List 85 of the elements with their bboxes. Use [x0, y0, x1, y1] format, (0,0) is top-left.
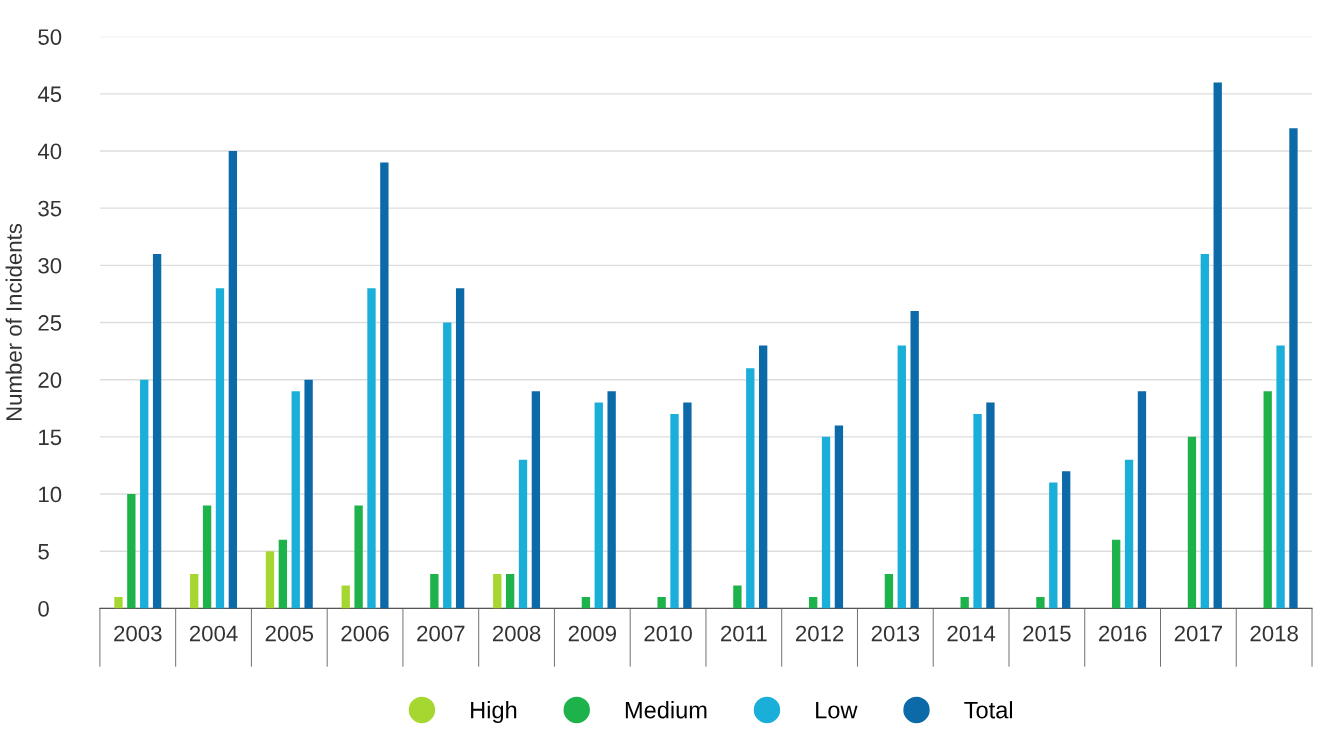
bar [986, 402, 995, 609]
bar [202, 505, 212, 609]
bar [1124, 459, 1134, 609]
y-tick-label: 5 [38, 543, 49, 560]
bar [354, 505, 363, 609]
bar [683, 402, 692, 609]
y-tick-label: 35 [38, 200, 62, 217]
bar [493, 574, 502, 609]
x-tick-label: 2007 [417, 625, 465, 642]
y-axis-title: Number of Incidents [5, 223, 22, 421]
bar [1276, 345, 1285, 609]
bar [746, 368, 755, 609]
x-tick-label: 2003 [114, 625, 162, 642]
x-tick-label: 2013 [871, 625, 920, 642]
y-tick-label: 0 [38, 600, 49, 617]
y-tick-label: 50 [38, 29, 62, 45]
bar [670, 414, 679, 609]
bar [215, 288, 225, 609]
bar [152, 253, 162, 609]
bar [518, 459, 528, 609]
bar [291, 391, 300, 609]
bar [884, 574, 894, 609]
bar [733, 585, 742, 609]
bar [114, 596, 123, 609]
x-tick-label: 2010 [644, 625, 692, 642]
legend-label: Medium [625, 701, 707, 719]
bar [505, 574, 515, 609]
bar [1062, 471, 1071, 609]
bar [1213, 82, 1222, 609]
x-tick-label: 2015 [1023, 625, 1071, 642]
bar [304, 379, 313, 609]
bar [1289, 128, 1298, 609]
y-tick-label: 30 [38, 257, 62, 274]
bar [341, 585, 350, 609]
bar [758, 345, 768, 609]
x-tick-label: 2005 [265, 625, 314, 642]
bar [973, 414, 982, 609]
x-tick-label: 2011 [721, 625, 767, 642]
bar [1036, 596, 1045, 609]
bar [821, 436, 831, 609]
x-tick-label: 2008 [492, 625, 541, 642]
bar [455, 288, 465, 609]
bar [380, 162, 389, 609]
x-tick-label: 2006 [341, 625, 389, 642]
bar [531, 391, 541, 609]
bar [443, 322, 452, 609]
bar [1049, 482, 1058, 609]
bar [127, 494, 136, 609]
bar [278, 539, 288, 609]
legend-label: Low [816, 701, 858, 719]
bar [657, 596, 666, 609]
y-tick-label: 15 [39, 429, 62, 446]
bar [910, 311, 919, 609]
bar [190, 574, 199, 609]
legend-label: High [471, 701, 517, 724]
bar [960, 596, 969, 609]
bar [1112, 539, 1121, 609]
bar [1263, 391, 1272, 609]
y-tick-label: 40 [37, 143, 62, 160]
x-tick-label: 2009 [568, 625, 616, 642]
y-tick-label: 25 [38, 315, 62, 331]
legend-label: Total [964, 701, 1013, 719]
bar [430, 574, 439, 609]
y-tick-label: 10 [39, 486, 62, 503]
x-tick-label: 2016 [1099, 625, 1147, 642]
bar [581, 596, 591, 609]
x-tick-label: 2012 [796, 625, 844, 642]
x-tick-label: 2014 [947, 625, 996, 642]
bar [594, 402, 603, 609]
bar [140, 379, 149, 609]
bar [897, 345, 906, 609]
bar [265, 551, 275, 609]
bar [834, 425, 844, 609]
bar [1200, 253, 1209, 609]
bar [1137, 391, 1147, 609]
bar [808, 596, 818, 609]
y-tick-label: 45 [37, 86, 62, 103]
bar [607, 391, 616, 609]
bar [1187, 436, 1197, 609]
x-tick-label: 2004 [189, 625, 238, 642]
bar [228, 151, 238, 609]
x-tick-label: 2018 [1250, 625, 1298, 642]
x-tick-label: 2017 [1174, 625, 1222, 642]
bar [367, 288, 376, 609]
y-tick-label: 20 [38, 372, 62, 388]
